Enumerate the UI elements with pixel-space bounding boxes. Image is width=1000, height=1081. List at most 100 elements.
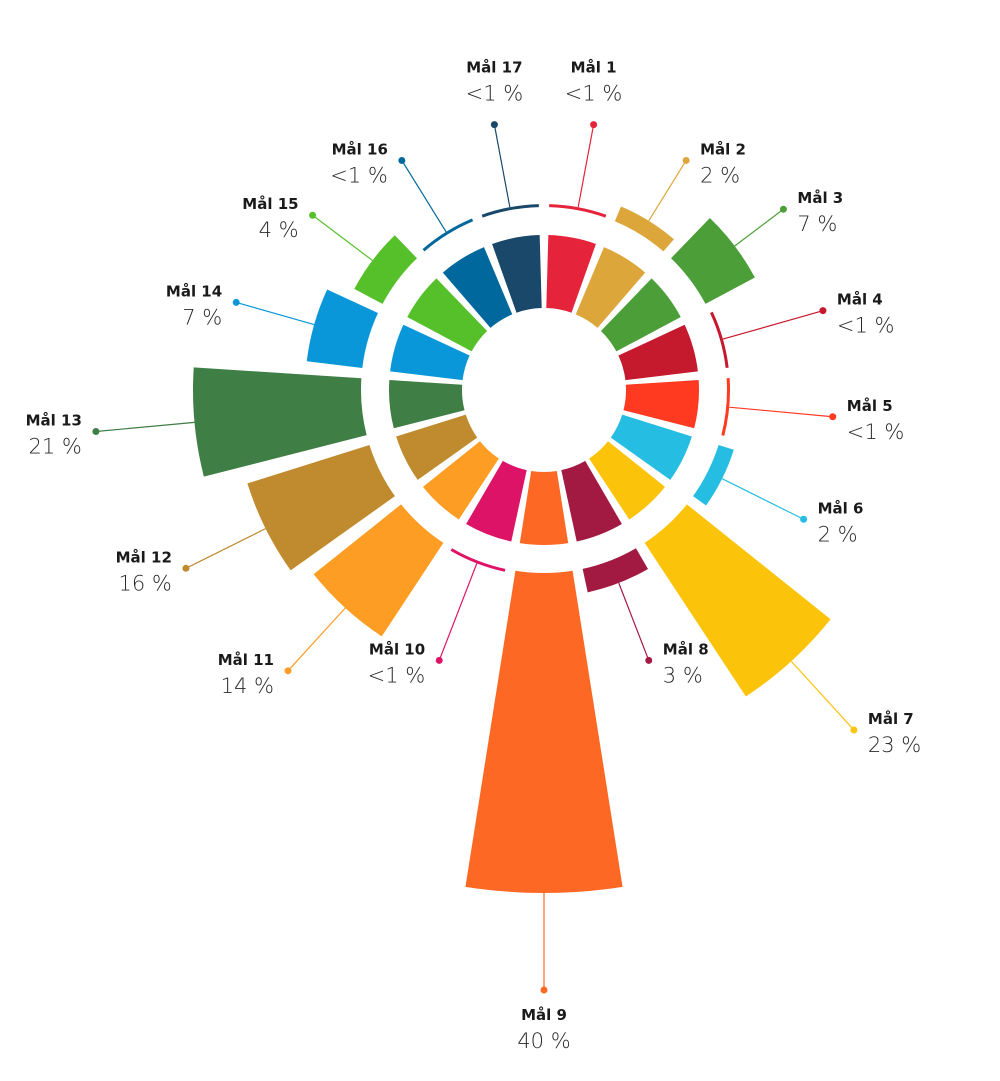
- value-bar-5: [721, 378, 730, 436]
- value-bar-11: [313, 504, 444, 637]
- inner-segment-15: [407, 278, 488, 352]
- leader-line-17: [493, 124, 511, 208]
- inner-segment-3: [600, 278, 681, 352]
- leader-dot-3: [779, 205, 787, 213]
- goal-label-1: Mål 1: [571, 59, 617, 77]
- value-bar-10: [450, 548, 506, 572]
- value-bar-16: [422, 218, 474, 252]
- value-bar-13: [193, 367, 367, 477]
- goal-value-7: 23 %: [868, 733, 921, 757]
- goal-value-6: 2 %: [818, 522, 858, 546]
- leader-dot-14: [232, 298, 240, 306]
- leader-dot-5: [829, 413, 837, 421]
- leader-line-15: [312, 214, 373, 261]
- inner-segment-12: [396, 414, 478, 480]
- inner-segment-2: [575, 247, 646, 328]
- inner-segment-8: [561, 460, 622, 542]
- value-bar-14: [306, 289, 378, 369]
- value-bar-15: [354, 235, 417, 304]
- goal-label-16: Mål 16: [332, 140, 388, 158]
- goal-label-12: Mål 12: [116, 548, 172, 566]
- inner-segment-9: [519, 470, 569, 546]
- leader-line-14: [236, 301, 315, 326]
- goal-label-9: Mål 9: [521, 1006, 567, 1024]
- goal-label-6: Mål 6: [818, 499, 864, 517]
- value-bar-1: [549, 204, 607, 218]
- inner-segment-7: [589, 441, 666, 520]
- inner-segment-4: [618, 324, 698, 381]
- goal-label-14: Mål 14: [166, 282, 222, 300]
- value-bar-3: [671, 217, 755, 304]
- leader-line-2: [648, 160, 687, 222]
- goal-value-5: <1 %: [847, 420, 905, 444]
- goal-label-8: Mål 8: [663, 640, 709, 658]
- goal-label-5: Mål 5: [847, 397, 893, 415]
- goal-value-2: 2 %: [700, 163, 740, 187]
- goal-value-12: 16 %: [119, 571, 172, 595]
- leader-line-1: [577, 124, 595, 208]
- inner-segment-5: [623, 380, 700, 429]
- goal-label-11: Mål 11: [218, 651, 274, 669]
- goal-value-4: <1 %: [837, 314, 895, 338]
- goal-value-15: 4 %: [259, 218, 299, 242]
- leader-line-7: [790, 660, 855, 731]
- inner-segment-11: [422, 441, 499, 520]
- goal-label-3: Mål 3: [797, 189, 843, 207]
- value-bar-4: [710, 311, 729, 369]
- goal-value-1: <1 %: [565, 82, 623, 106]
- goal-value-16: <1 %: [330, 163, 388, 187]
- leader-dot-11: [284, 667, 292, 675]
- leader-dot-1: [590, 121, 598, 129]
- inner-segment-13: [388, 380, 465, 429]
- goal-value-11: 14 %: [221, 674, 274, 698]
- leader-dot-10: [435, 656, 443, 664]
- leader-dot-16: [398, 156, 406, 164]
- value-bar-2: [614, 206, 674, 252]
- leader-dot-2: [682, 156, 690, 164]
- value-bar-7: [644, 504, 831, 697]
- value-bar-17: [481, 204, 539, 218]
- leader-dot-7: [850, 726, 858, 734]
- leader-dot-8: [645, 656, 653, 664]
- goal-label-17: Mål 17: [466, 59, 522, 77]
- inner-segment-17: [492, 235, 542, 313]
- leader-dot-12: [182, 564, 190, 572]
- leader-line-8: [618, 582, 650, 661]
- leader-dot-15: [309, 211, 317, 219]
- goal-label-13: Mål 13: [26, 412, 82, 430]
- goal-label-7: Mål 7: [868, 710, 914, 728]
- value-bar-6: [693, 444, 734, 506]
- inner-segment-10: [466, 460, 527, 542]
- goal-label-10: Mål 10: [369, 640, 425, 658]
- goal-label-15: Mål 15: [242, 195, 298, 213]
- leader-line-10: [438, 563, 478, 661]
- leader-line-3: [734, 208, 784, 247]
- goal-value-14: 7 %: [182, 305, 222, 329]
- goal-value-13: 21 %: [29, 435, 82, 459]
- goal-value-3: 7 %: [797, 212, 837, 236]
- leader-line-12: [185, 528, 266, 569]
- leader-dot-9: [540, 986, 548, 994]
- leader-line-13: [95, 421, 195, 433]
- inner-segment-1: [546, 235, 596, 313]
- leader-dot-13: [92, 428, 100, 436]
- leader-dot-6: [800, 515, 808, 523]
- inner-segment-16: [442, 247, 513, 328]
- goal-value-17: <1 %: [466, 82, 524, 106]
- value-bar-8: [582, 548, 649, 593]
- goal-value-10: <1 %: [368, 663, 426, 687]
- value-bar-12: [247, 444, 395, 571]
- goal-value-9: 40 %: [517, 1029, 570, 1053]
- leader-line-4: [722, 310, 824, 340]
- leader-line-11: [287, 607, 346, 672]
- value-bar-9: [465, 570, 623, 893]
- leader-line-16: [401, 160, 447, 233]
- leader-dot-17: [490, 121, 498, 129]
- inner-segment-14: [390, 324, 470, 381]
- leader-dot-4: [819, 307, 827, 315]
- leader-line-5: [729, 406, 833, 418]
- goal-label-4: Mål 4: [837, 291, 883, 309]
- leader-line-6: [721, 478, 804, 520]
- goal-label-2: Mål 2: [700, 140, 746, 158]
